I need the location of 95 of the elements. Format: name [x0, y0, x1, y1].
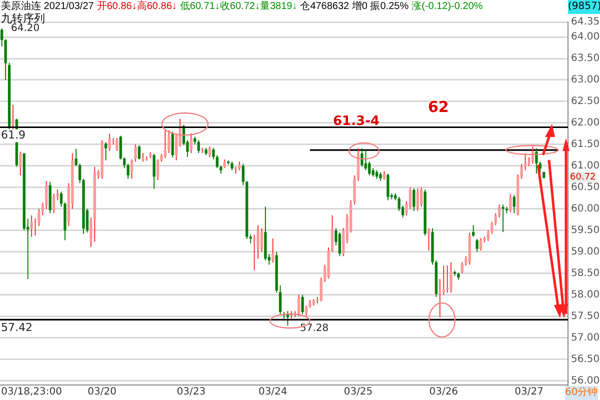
annotation: 62 — [428, 98, 449, 116]
text: (9857) — [568, 0, 600, 14]
candlestick — [520, 163, 523, 180]
y-tick-label: 64.35 — [571, 16, 600, 28]
candlestick — [524, 152, 527, 171]
candlestick — [427, 228, 430, 252]
y-tick-label: 56.50 — [571, 354, 600, 365]
y-tick-label: 58.00 — [571, 289, 600, 300]
candlestick — [130, 158, 134, 180]
text: 60分钟 — [565, 386, 598, 400]
candlestick — [490, 221, 494, 234]
y-tick-label: 58.50 — [571, 268, 600, 279]
y-tick-label: 57.00 — [571, 332, 600, 344]
candlestick — [134, 144, 137, 162]
candlestick — [368, 161, 371, 176]
y-tick-label: 64.00 — [571, 32, 600, 43]
candlestick — [116, 137, 118, 152]
candlestick — [278, 284, 282, 315]
candlestick — [320, 277, 322, 302]
ref-line-label: 61.9 — [1, 128, 26, 142]
y-tick-label: 59.00 — [571, 246, 600, 258]
text: 低60.71↓收60.72↓量3819↓ — [180, 0, 298, 13]
y-tick-label: 61.00 — [571, 160, 600, 172]
candlestick — [242, 163, 244, 186]
text: 美原油连 2021/03/27 — [1, 0, 94, 12]
candlestick — [30, 214, 33, 238]
text: 开60.86↓高60.86↓ — [96, 0, 177, 13]
candlestick — [197, 140, 200, 154]
y-tick-label: 62.00 — [571, 118, 600, 129]
candlestick — [138, 144, 141, 160]
y-tick-label: 62.50 — [571, 96, 600, 108]
candlestick — [476, 238, 478, 252]
candlestick — [304, 305, 308, 317]
candlestick — [74, 148, 78, 166]
y-tick-label: 57.50 — [571, 310, 600, 322]
candlestick — [330, 214, 334, 252]
candlestick — [498, 204, 501, 218]
candlestick — [45, 180, 48, 210]
text: 仓4768632 增0 振0.25% — [300, 0, 409, 13]
x-tick-label: 03/20 — [88, 386, 117, 398]
candlestick — [360, 148, 364, 168]
candlestick — [260, 228, 264, 252]
y-tick-label: 60.00 — [571, 203, 600, 214]
candlestick — [486, 230, 490, 242]
candlestick — [509, 193, 512, 213]
candlestick — [479, 238, 482, 252]
candlestick — [450, 262, 452, 294]
candlestick — [119, 135, 122, 160]
candlestick — [152, 153, 156, 190]
candlestick — [420, 186, 423, 208]
candlestick — [398, 196, 400, 212]
annotation: 61.3-4 — [333, 114, 380, 129]
candlestick — [494, 212, 497, 226]
x-tick-label: 03/23 — [176, 386, 206, 398]
candlestick — [412, 188, 416, 212]
x-tick-label: 03/24 — [258, 386, 288, 398]
candlestick — [460, 262, 464, 274]
candlestick — [171, 131, 174, 158]
candlestick — [416, 188, 419, 212]
candlestick — [12, 104, 14, 130]
x-tick-label: 03/27 — [514, 386, 544, 398]
x-tick-label: 03/26 — [429, 386, 458, 398]
x-tick-label: 03/18,23:00 — [1, 386, 62, 398]
candlestick — [104, 142, 108, 161]
annotation: 57.28 — [300, 322, 329, 336]
annotation: 九转序列 — [1, 12, 45, 25]
candlestick — [338, 232, 342, 257]
annotation: 64.20 — [11, 23, 40, 36]
annotation: 60.72 — [570, 172, 596, 182]
candlestick — [472, 224, 475, 238]
y-tick-label: 63.00 — [571, 74, 600, 86]
candlestick — [52, 193, 56, 214]
y-tick-label: 59.50 — [571, 224, 600, 236]
ref-line-label: 57.42 — [1, 321, 32, 334]
text: 涨(-0.12)-0.20% — [412, 0, 483, 13]
y-tick-label: 61.50 — [571, 139, 600, 150]
candlestick — [298, 294, 300, 317]
candlestick — [108, 133, 111, 152]
candlestick — [272, 238, 274, 264]
y-tick-label: 63.50 — [571, 53, 600, 64]
candlestick — [408, 186, 412, 210]
candlestick — [386, 173, 390, 201]
candlestick — [502, 204, 504, 233]
candlestick — [164, 130, 167, 159]
y-tick-label: 60.50 — [571, 182, 600, 193]
x-tick-label: 03/25 — [344, 386, 373, 398]
candlestick — [512, 194, 516, 214]
candlestick — [168, 130, 170, 154]
candlestick — [364, 150, 368, 171]
candlestick — [301, 294, 304, 315]
candlestick — [190, 132, 193, 154]
candlestick — [156, 158, 160, 181]
y-tick-label: 56.00 — [571, 375, 600, 386]
candlestick — [535, 148, 538, 174]
candlestick — [19, 151, 22, 176]
